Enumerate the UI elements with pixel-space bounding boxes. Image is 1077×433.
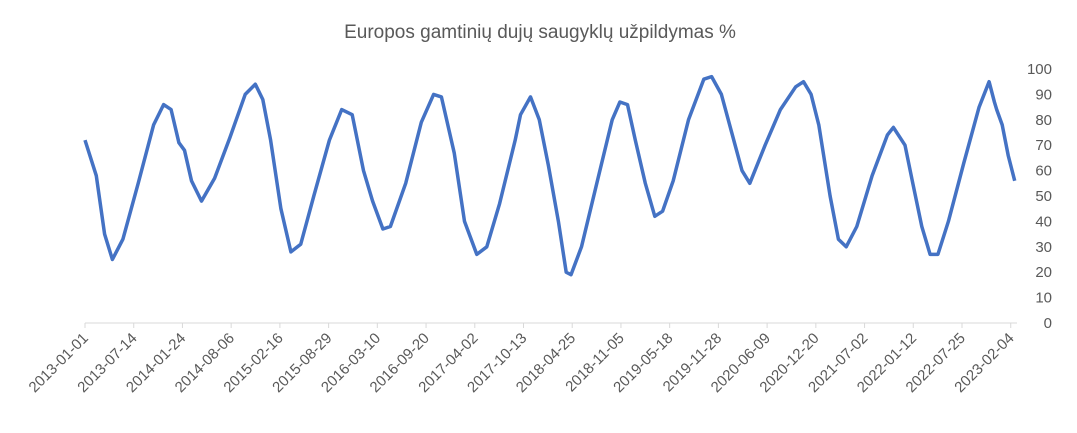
y-tick-label: 50 [1035, 188, 1052, 205]
y-tick-label: 100 [1027, 61, 1052, 78]
y-tick-label: 90 [1035, 86, 1052, 103]
y-tick-label: 0 [1044, 315, 1052, 332]
y-tick-label: 80 [1035, 112, 1052, 129]
y-tick-label: 40 [1035, 213, 1052, 230]
y-tick-label: 60 [1035, 163, 1052, 180]
line-series [83, 74, 1017, 277]
y-tick-label: 70 [1035, 137, 1052, 154]
y-tick-label: 30 [1035, 239, 1052, 256]
y-tick-label: 10 [1035, 290, 1052, 307]
y-tick-label: 20 [1035, 264, 1052, 281]
chart-title: Europos gamtinių dujų saugyklų užpildyma… [344, 22, 736, 43]
